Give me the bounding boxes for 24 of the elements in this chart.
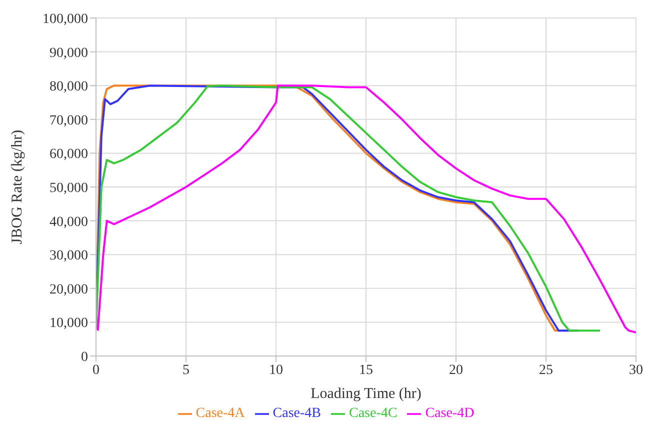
y-tick-label: 40,000 xyxy=(50,214,88,230)
y-tick-label: 70,000 xyxy=(50,113,88,128)
x-tick-label: 5 xyxy=(182,362,190,378)
x-tick-label: 0 xyxy=(92,362,100,378)
y-tick-label: 50,000 xyxy=(50,180,88,196)
legend-label: Case-4B xyxy=(272,406,321,421)
y-axis-title: JBOG Rate (kg/hr) xyxy=(9,130,26,244)
y-tick-label: 60,000 xyxy=(50,147,88,162)
x-axis-title: Loading Time (hr) xyxy=(310,386,422,402)
legend-label: Case-4A xyxy=(196,406,245,421)
x-tick-label: 20 xyxy=(449,362,463,378)
y-tick-label: 90,000 xyxy=(50,46,88,61)
y-tick-label: 20,000 xyxy=(50,282,88,298)
x-tick-label: 15 xyxy=(359,362,373,378)
x-tick-label: 10 xyxy=(269,362,283,378)
y-tick-label: 30,000 xyxy=(50,248,88,264)
y-tick-label: 0 xyxy=(81,350,88,365)
y-tick-label: 100,000 xyxy=(42,12,88,27)
legend-label: Case-4C xyxy=(349,406,398,421)
x-tick-label: 25 xyxy=(539,362,553,378)
y-tick-label: 80,000 xyxy=(50,80,88,95)
legend-label: Case-4D xyxy=(425,406,474,421)
x-tick-label: 30 xyxy=(629,362,643,378)
y-tick-label: 10,000 xyxy=(50,316,88,332)
